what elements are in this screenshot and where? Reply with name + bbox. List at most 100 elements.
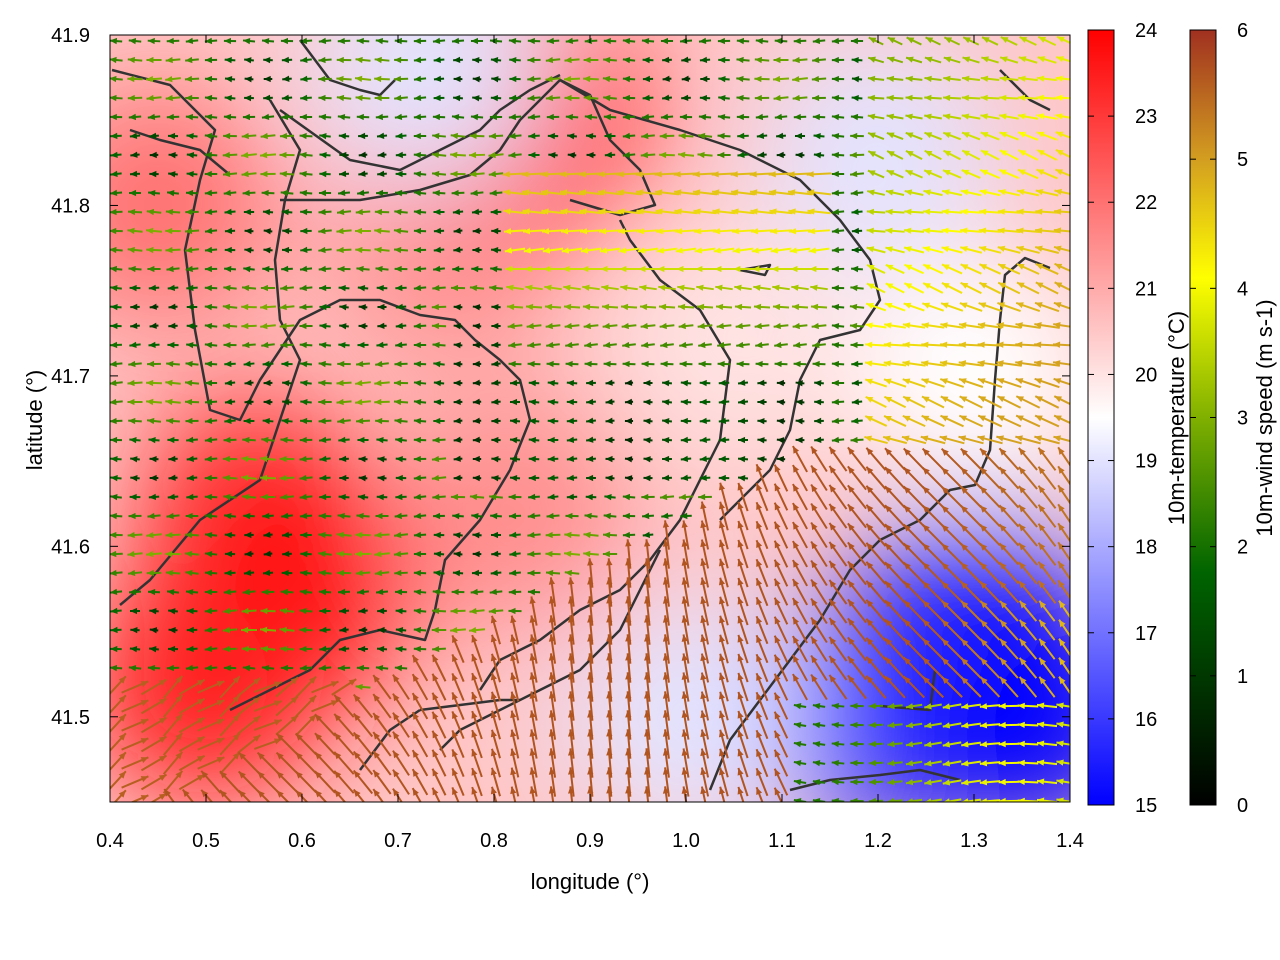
wind-arrow — [773, 464, 789, 492]
wind-arrow — [522, 208, 546, 215]
wind-arrow — [1018, 657, 1038, 679]
wind-arrow — [223, 132, 237, 140]
wind-arrow — [468, 151, 486, 159]
wind-arrow — [792, 521, 808, 549]
wind-arrow — [831, 284, 845, 292]
wind-arrow — [902, 378, 926, 388]
wind-arrow — [541, 208, 565, 215]
wind-arrow — [587, 786, 594, 802]
wind-arrow — [450, 607, 466, 615]
wind-arrow — [491, 379, 501, 386]
wind-arrow — [490, 786, 498, 802]
wind-arrow — [127, 75, 143, 83]
wind-arrow — [1017, 740, 1039, 747]
wind-arrow — [197, 737, 225, 751]
wind-arrow — [692, 189, 718, 196]
wind-arrow — [757, 379, 767, 386]
wind-arrow — [979, 447, 1001, 471]
wind-arrow — [140, 678, 168, 696]
wind-arrow — [864, 360, 888, 367]
wind-arrow — [333, 770, 355, 794]
wind-arrow — [184, 550, 200, 558]
wind-arrow — [642, 512, 654, 520]
wind-arrow — [528, 379, 540, 387]
wind-arrow — [755, 113, 769, 121]
wind-arrow — [294, 789, 309, 802]
x-tick-label: 0.6 — [288, 830, 316, 852]
wind-arrow — [527, 531, 541, 539]
wind-arrow — [352, 769, 374, 795]
wind-arrow — [279, 645, 295, 653]
wind-arrow — [1055, 131, 1070, 139]
wind-arrow — [178, 735, 206, 753]
wind-arrow — [166, 588, 180, 596]
wind-arrow — [921, 395, 945, 409]
wind-arrow — [700, 615, 710, 645]
wind-arrow — [865, 542, 887, 566]
wind-arrow — [527, 588, 541, 596]
wind-arrow — [849, 303, 865, 311]
wind-arrow — [186, 322, 198, 330]
wind-arrow — [432, 436, 446, 444]
wind-arrow — [773, 749, 789, 777]
wind-arrow — [940, 485, 964, 509]
wind-arrow — [674, 228, 698, 235]
wind-arrow — [394, 588, 408, 596]
wind-arrow — [393, 227, 409, 235]
wind-arrow — [433, 398, 445, 406]
wind-arrow — [358, 151, 368, 158]
wind-arrow — [979, 466, 1001, 490]
wind-arrow — [338, 341, 350, 349]
colorbar-tick-label: 20 — [1135, 364, 1157, 386]
wind-arrow — [1015, 414, 1041, 428]
wind-arrow — [886, 131, 904, 141]
wind-arrow — [940, 322, 964, 329]
wind-arrow — [433, 551, 445, 558]
wind-arrow — [616, 189, 642, 196]
wind-arrow — [584, 341, 598, 349]
wind-arrow — [698, 341, 712, 349]
wind-arrow — [1016, 208, 1040, 215]
wind-arrow — [338, 436, 350, 444]
wind-arrow — [828, 560, 848, 586]
colorbar-tick-label: 18 — [1135, 537, 1157, 559]
wind-arrow — [680, 380, 692, 387]
wind-arrow — [394, 664, 408, 672]
wind-arrow — [737, 748, 749, 778]
wind-arrow — [1018, 466, 1038, 490]
wind-arrow — [432, 113, 446, 121]
wind-arrow — [376, 493, 388, 501]
wind-arrow — [754, 56, 770, 64]
wind-arrow — [472, 550, 482, 558]
wind-arrow — [394, 512, 408, 520]
wind-arrow — [979, 676, 1001, 698]
wind-arrow — [453, 361, 463, 368]
wind-arrow — [566, 493, 578, 501]
wind-arrow — [737, 729, 749, 759]
wind-arrow — [413, 626, 427, 634]
wind-arrow — [263, 94, 273, 102]
wind-arrow — [793, 722, 807, 729]
colorbar-tick-label: 15 — [1135, 795, 1157, 817]
wind-arrow — [737, 710, 749, 740]
wind-arrow — [737, 577, 749, 607]
contour-line — [439, 549, 662, 751]
wind-arrow — [979, 779, 1001, 786]
wind-arrow — [433, 361, 445, 368]
wind-arrow — [959, 302, 983, 312]
wind-arrow — [451, 634, 465, 664]
wind-arrow — [471, 710, 483, 740]
wind-arrow — [718, 417, 730, 424]
wind-arrow — [718, 398, 730, 405]
wind-arrow — [978, 263, 1002, 275]
wind-arrow — [903, 302, 925, 312]
wind-arrow — [185, 208, 199, 216]
wind-arrow — [961, 149, 981, 161]
wind-arrow — [127, 94, 143, 102]
wind-arrow — [660, 360, 674, 368]
wind-arrow — [718, 482, 729, 512]
wind-arrow — [166, 417, 180, 425]
wind-arrow — [1036, 113, 1058, 120]
wind-arrow — [772, 75, 790, 83]
wind-arrow — [717, 113, 731, 121]
